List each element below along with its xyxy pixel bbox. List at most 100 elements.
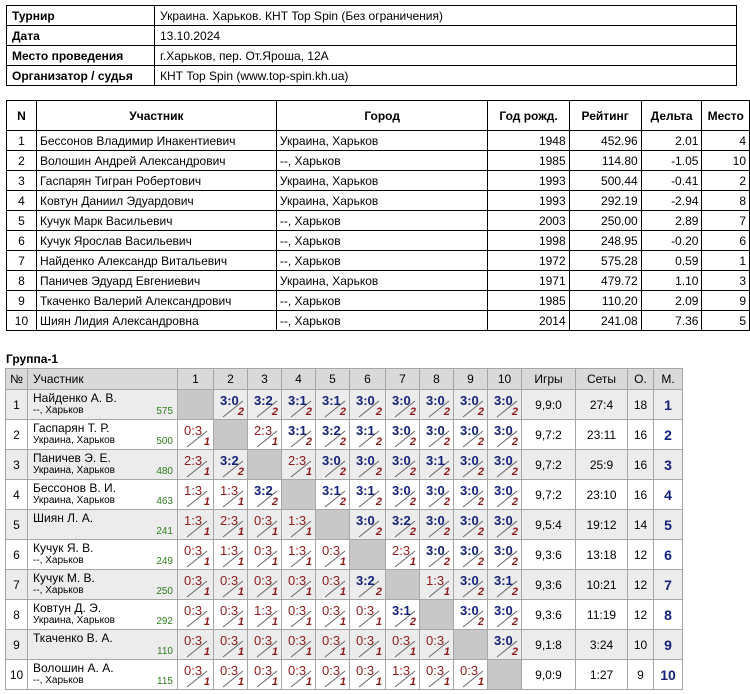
- match-score: 3:0: [426, 393, 445, 408]
- slash-divider: [186, 430, 208, 448]
- match-result-cell: 1:3 1: [177, 509, 214, 540]
- match-score: 0:3: [220, 633, 239, 648]
- crosstable-header: О.: [627, 368, 654, 390]
- place-stat: 8: [653, 599, 683, 630]
- match-points: 1: [203, 676, 210, 688]
- slash-divider: [324, 640, 346, 658]
- slash-divider: [186, 580, 208, 598]
- participant-cell: 1: [6, 130, 37, 151]
- slash-divider: [358, 670, 380, 688]
- match-points: 2: [375, 526, 382, 538]
- match-score: 2:3: [392, 543, 411, 558]
- player-name: Найденко А. В.: [33, 391, 117, 405]
- match-result-cell: 3:1 2: [419, 449, 454, 480]
- match-result-cell: 1:3 1: [213, 539, 248, 570]
- match-result-cell: 3:0 2: [349, 389, 386, 420]
- match-result-cell: 0:3 1: [315, 599, 350, 630]
- points-stat: 14: [627, 509, 654, 540]
- slash-divider: [290, 610, 312, 628]
- match-points: 2: [511, 616, 518, 628]
- slash-divider: [186, 520, 208, 538]
- participant-cell: 1993: [487, 170, 570, 191]
- slash-divider: [358, 580, 380, 598]
- player-name: Кучук М. В.: [33, 571, 95, 585]
- participant-cell: 292.19: [568, 190, 642, 211]
- match-result-cell: 3:0 2: [349, 509, 386, 540]
- match-result-cell: 3:0 2: [419, 389, 454, 420]
- games-stat: 9,3:6: [521, 569, 576, 600]
- match-result-cell: 3:1 2: [487, 569, 522, 600]
- match-result-cell: 3:0 2: [453, 509, 488, 540]
- match-result-cell: 3:0 2: [487, 449, 522, 480]
- player-rating: 115: [157, 676, 173, 687]
- row-number: 9: [5, 629, 28, 660]
- match-result-cell: 3:0 2: [453, 479, 488, 510]
- participant-row: 6 Кучук Ярослав Васильевич --, Харьков 1998…: [6, 230, 750, 251]
- match-result-cell: 3:0 2: [453, 449, 488, 480]
- match-result-cell: 2:3 1: [247, 419, 282, 450]
- match-points: 1: [237, 526, 244, 538]
- match-score: 3:0: [460, 483, 479, 498]
- games-stat: 9,9:0: [521, 389, 576, 420]
- match-score: 1:3: [288, 543, 307, 558]
- match-result-cell: 2:3 1: [177, 449, 214, 480]
- crosstable-header: М.: [653, 368, 683, 390]
- games-stat: 9,3:6: [521, 539, 576, 570]
- self-cell: [487, 659, 522, 690]
- match-result-cell: 0:3 1: [281, 599, 316, 630]
- match-score: 3:1: [356, 483, 375, 498]
- player-cell: Волошин А. А. --, Харьков 115: [27, 659, 178, 690]
- slash-divider: [358, 430, 380, 448]
- match-score: 0:3: [254, 513, 273, 528]
- match-result-cell: 0:3 1: [177, 419, 214, 450]
- match-result-cell: 3:0 2: [419, 479, 454, 510]
- crosstable-header: 8: [419, 368, 454, 390]
- match-points: 2: [443, 496, 450, 508]
- participant-cell: 10: [6, 310, 37, 331]
- participant-cell: 7: [701, 210, 750, 231]
- match-result-cell: 3:2 2: [213, 449, 248, 480]
- match-points: 1: [237, 556, 244, 568]
- match-points: 1: [203, 586, 210, 598]
- match-result-cell: 3:1 2: [315, 389, 350, 420]
- match-points: 1: [203, 526, 210, 538]
- match-points: 2: [409, 616, 416, 628]
- match-score: 0:3: [184, 633, 203, 648]
- match-score: 0:3: [254, 633, 273, 648]
- match-result-cell: 3:1 2: [385, 599, 420, 630]
- tournament-info-table: Турнир Украина. Харьков. КНТ Top Spin (Бе…: [6, 5, 737, 86]
- participant-cell: 5: [701, 310, 750, 331]
- match-result-cell: 0:3 1: [453, 659, 488, 690]
- info-row: Организатор / судья КНТ Top Spin (www.top…: [6, 65, 737, 86]
- slash-divider: [222, 460, 244, 478]
- match-score: 3:2: [254, 483, 273, 498]
- match-result-cell: 3:0 2: [487, 389, 522, 420]
- player-name: Волошин А. А.: [33, 661, 114, 675]
- player-city: Украина, Харьков: [33, 435, 115, 446]
- match-score: 2:3: [288, 453, 307, 468]
- match-points: 2: [375, 466, 382, 478]
- info-key: Организатор / судья: [6, 65, 155, 86]
- match-result-cell: 2:3 1: [213, 509, 248, 540]
- participant-cell: 3: [701, 270, 750, 291]
- slash-divider: [462, 460, 484, 478]
- match-result-cell: 3:0 2: [419, 509, 454, 540]
- sets-stat: 11:19: [575, 599, 628, 630]
- player-name: Ткаченко В. А.: [33, 631, 113, 645]
- match-result-cell: 0:3 1: [177, 539, 214, 570]
- crosstable-header: 5: [315, 368, 350, 390]
- match-result-cell: 0:3 1: [281, 629, 316, 660]
- info-value: 13.10.2024: [154, 25, 737, 46]
- participant-cell: Паничев Эдуард Евгениевич: [35, 270, 277, 291]
- match-result-cell: 3:0 2: [487, 419, 522, 450]
- match-points: 2: [443, 466, 450, 478]
- match-result-cell: 0:3 1: [315, 569, 350, 600]
- crosstable-header: Игры: [521, 368, 576, 390]
- match-result-cell: 1:3 1: [281, 509, 316, 540]
- match-points: 1: [339, 616, 346, 628]
- slash-divider: [256, 400, 278, 418]
- match-score: 0:3: [220, 663, 239, 678]
- match-points: 2: [511, 466, 518, 478]
- participant-cell: 2003: [487, 210, 570, 231]
- match-score: 0:3: [254, 663, 273, 678]
